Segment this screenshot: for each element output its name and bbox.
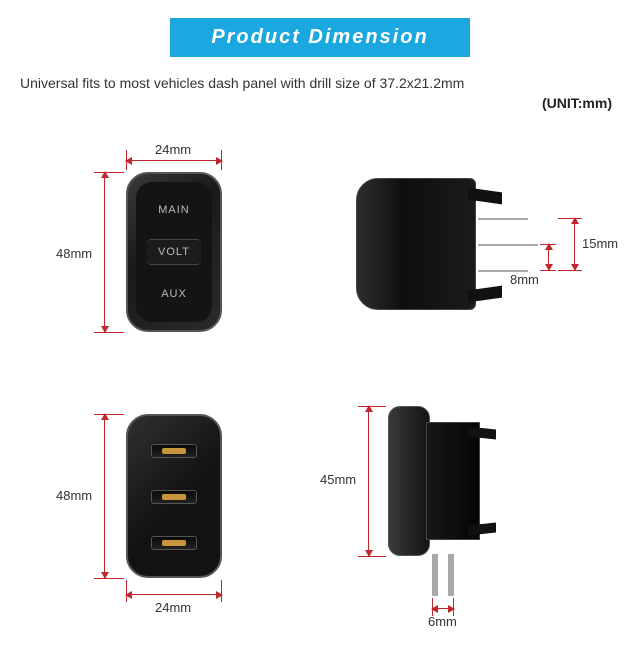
front-view-inner: MAIN VOLT AUX — [136, 182, 212, 322]
dim-back-height-label: 48mm — [56, 488, 92, 503]
front-label-aux: AUX — [147, 282, 200, 306]
dim-front-height — [104, 172, 105, 332]
back-contact — [162, 494, 186, 500]
profile-body — [426, 422, 480, 540]
dim-back-width-label: 24mm — [155, 600, 191, 615]
ext-line — [94, 332, 124, 333]
front-view: MAIN VOLT AUX — [126, 172, 222, 332]
dim-pin-span — [574, 218, 575, 270]
back-contact — [162, 540, 186, 546]
title-bar: Product Dimension — [170, 18, 470, 57]
profile-face — [388, 406, 430, 556]
dim-pin-span-label: 15mm — [582, 236, 618, 251]
dim-profile-pinwidth — [432, 608, 454, 609]
dim-profile-pinwidth-label: 6mm — [428, 614, 457, 629]
subtitle-text: Universal fits to most vehicles dash pan… — [20, 75, 640, 91]
dim-back-height — [104, 414, 105, 578]
front-label-main: MAIN — [147, 198, 200, 222]
back-contact — [162, 448, 186, 454]
side-view-body — [356, 178, 476, 310]
dim-front-height-label: 48mm — [56, 246, 92, 261]
ext-line — [94, 414, 124, 415]
back-view — [126, 414, 222, 578]
dim-front-width-label: 24mm — [155, 142, 191, 157]
profile-clip — [468, 523, 496, 536]
profile-pin — [432, 554, 438, 596]
profile-pin — [448, 554, 454, 596]
side-pin — [478, 244, 538, 246]
dim-front-width — [126, 160, 222, 161]
dim-pin-gap — [548, 244, 549, 270]
front-label-volt: VOLT — [147, 239, 200, 265]
side-pin — [478, 218, 528, 220]
dim-profile-height-label: 45mm — [320, 472, 356, 487]
dim-back-width — [126, 594, 222, 595]
ext-line — [94, 578, 124, 579]
dim-profile-height — [368, 406, 369, 556]
dimension-grid: MAIN VOLT AUX 24mm 48mm 8mm 15mm 48mm — [0, 148, 640, 648]
unit-label: (UNIT:mm) — [0, 95, 612, 111]
ext-line — [94, 172, 124, 173]
dim-pin-gap-label: 8mm — [510, 272, 539, 287]
